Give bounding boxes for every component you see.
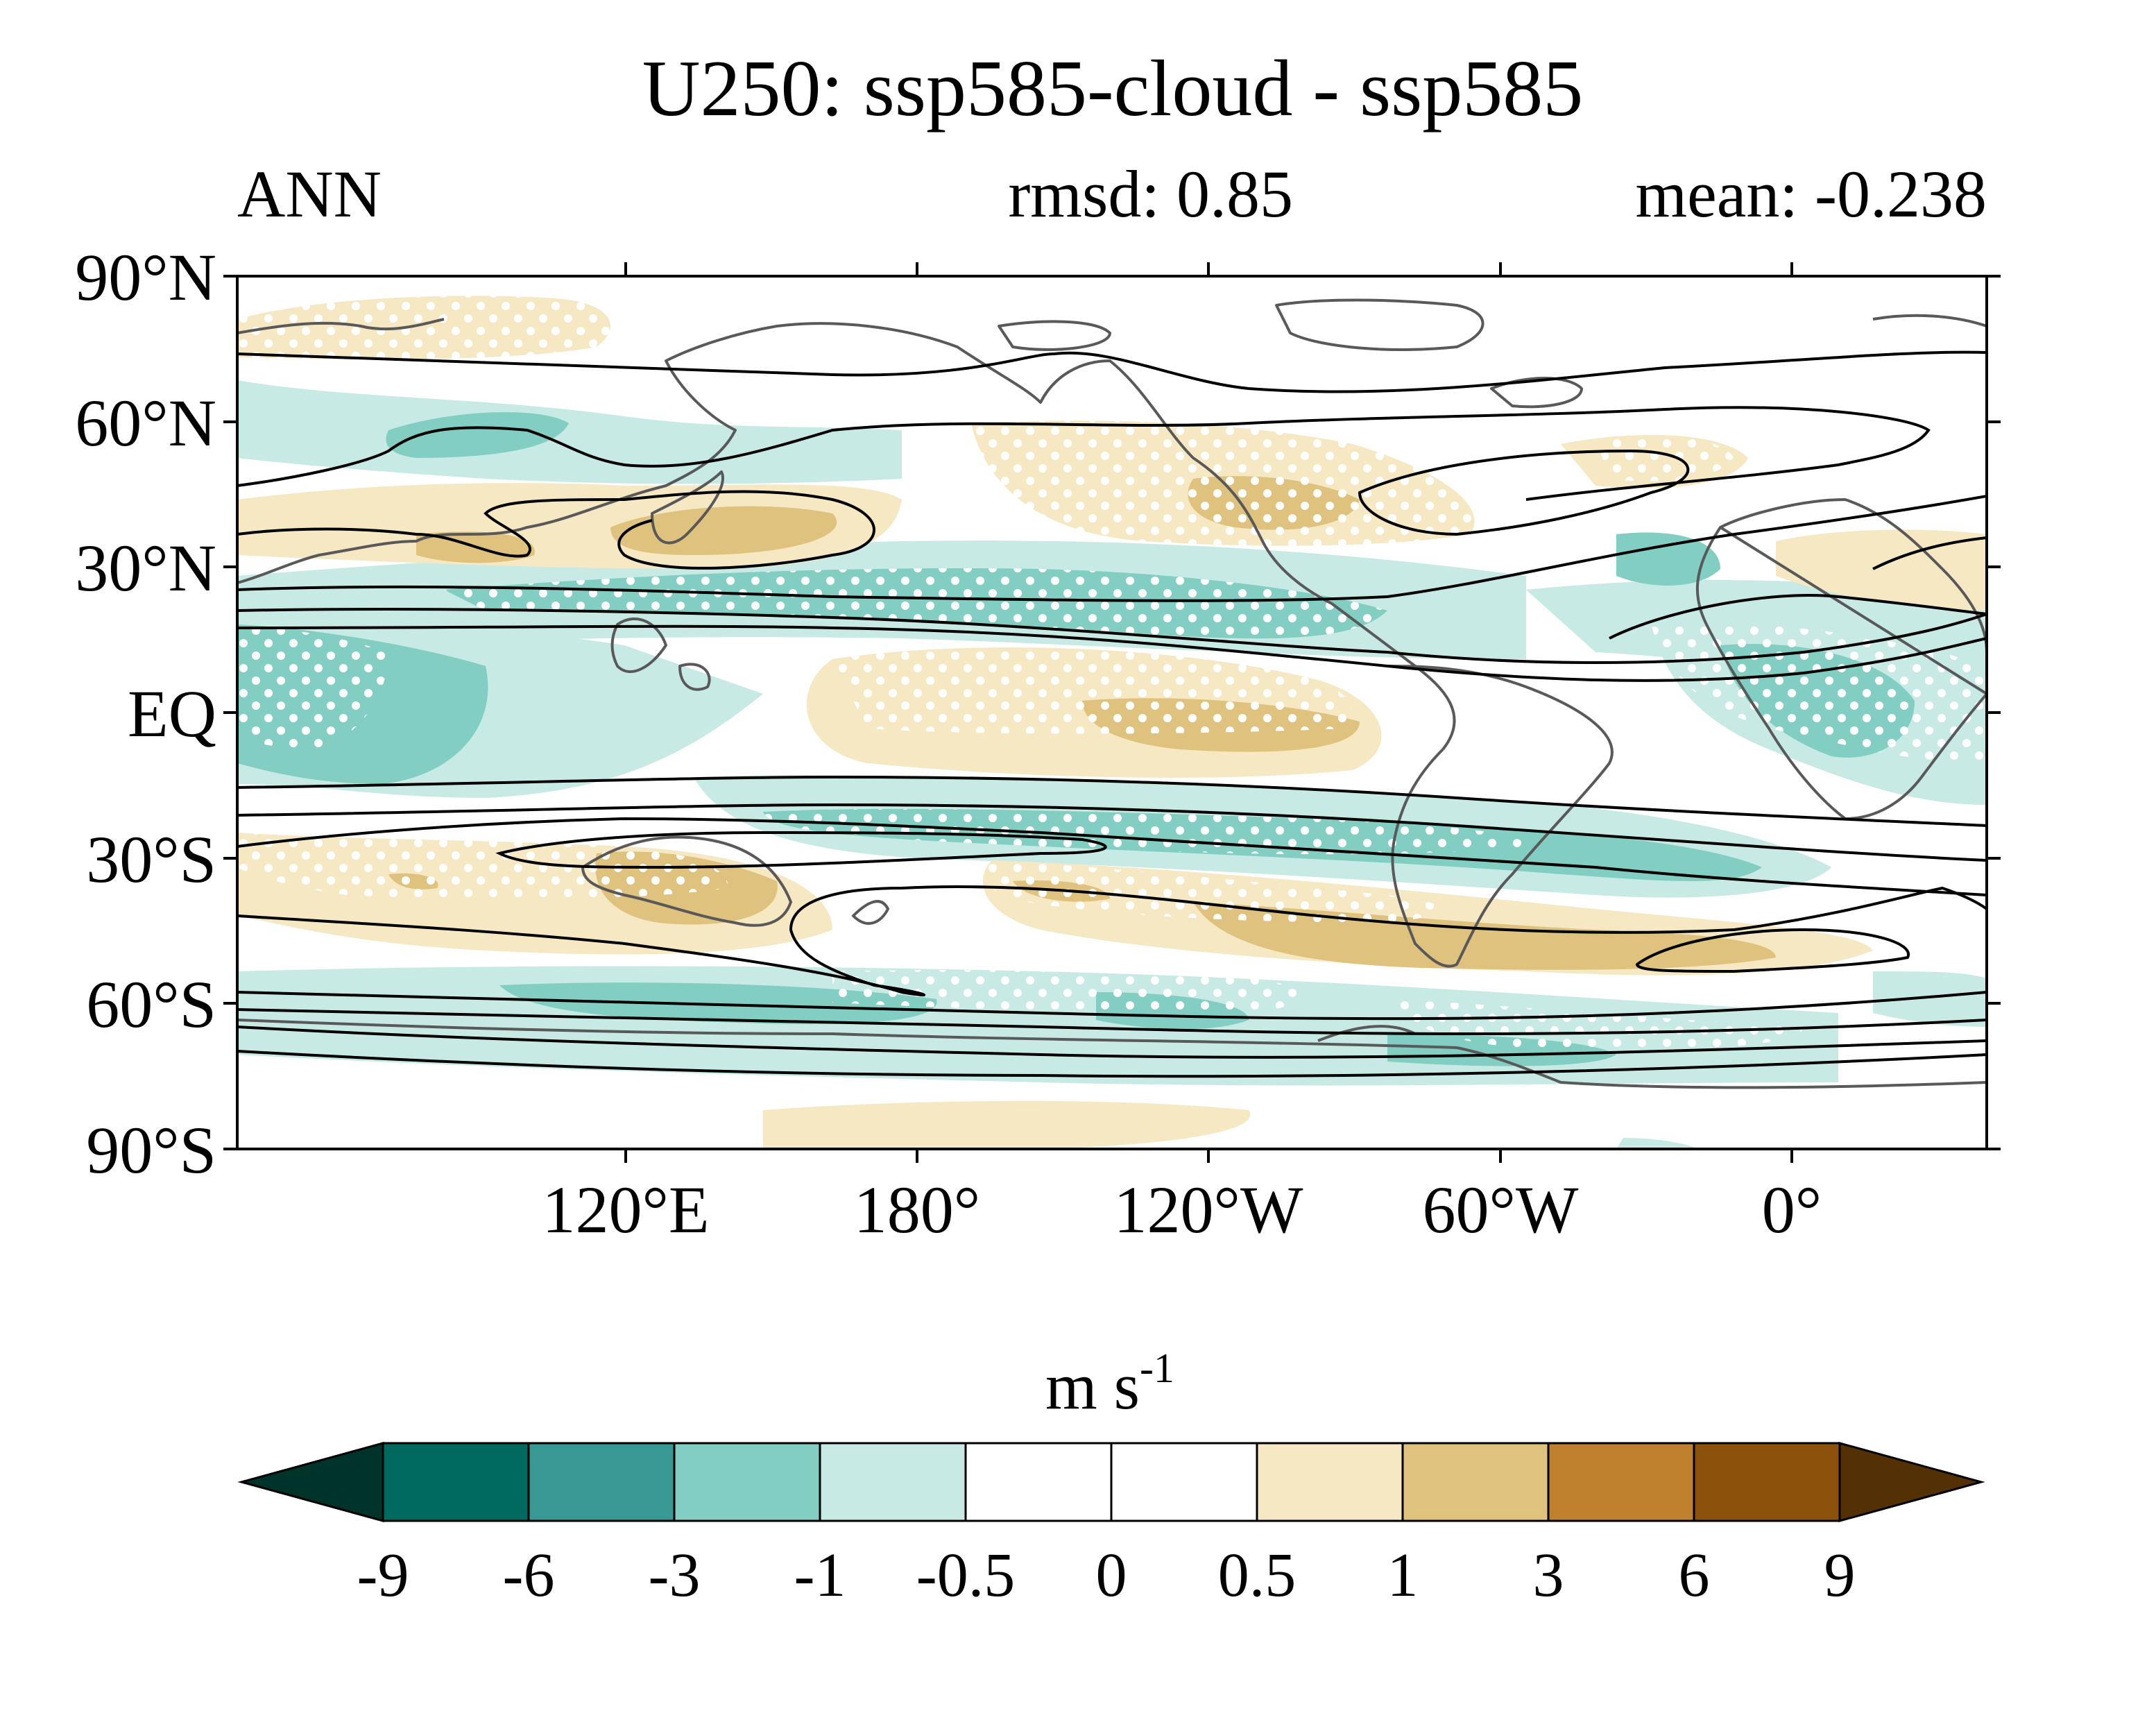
lat-labels: 90°N 60°N 30°N EQ 30°S 60°S 90°S: [75, 240, 216, 1187]
colorbar-tick-label: -0.5: [916, 1541, 1015, 1610]
colorbar-box: [382, 1442, 530, 1522]
lon-label-180: 180°: [854, 1173, 980, 1247]
season-label: ANN: [237, 157, 382, 231]
colorbar-box: [673, 1442, 821, 1522]
mean-label: mean: -0.238: [1635, 157, 1987, 231]
colorbar-tick-label: 1: [1387, 1541, 1419, 1610]
figure-title: U250: ssp585-cloud - ssp585: [642, 44, 1584, 133]
colorbar-unit: m s-1: [1045, 1345, 1174, 1423]
colorbar-box: [1256, 1442, 1404, 1522]
colorbar-tick-labels: -9 -6 -3 -1 -0.5 0 0.5 1 3 6 9: [357, 1541, 1856, 1610]
colorbar-box: [1693, 1442, 1841, 1522]
lon-label-60w: 60°W: [1423, 1173, 1579, 1247]
colorbar-box: [1401, 1442, 1550, 1522]
colorbar: m s-1 -9 -6 -3 -1 -0.5 0 0.5 1 3 6 9: [237, 1345, 1985, 1610]
colorbar-tick-label: -9: [357, 1541, 409, 1610]
colorbar-tick-label: 6: [1679, 1541, 1710, 1610]
colorbar-box: [1547, 1442, 1695, 1522]
lon-labels: 120°E 180° 120°W 60°W 0°: [542, 1173, 1822, 1247]
colorbar-box: [964, 1442, 1113, 1522]
map-panel: [237, 276, 1987, 1149]
colorbar-tick-label: 0.5: [1218, 1541, 1297, 1610]
map-ticks: [223, 262, 2001, 1163]
stippling: [237, 296, 1987, 1050]
colorbar-unit-exponent: -1: [1140, 1345, 1174, 1391]
colorbar-tick-label: -6: [503, 1541, 555, 1610]
lon-label-0: 0°: [1762, 1173, 1822, 1247]
colorbar-extend-high: [1838, 1442, 1985, 1522]
colorbar-tick-label: -3: [649, 1541, 701, 1610]
colorbar-tick-label: -1: [794, 1541, 846, 1610]
colorbar-tick-label: 3: [1533, 1541, 1564, 1610]
colorbar-extend-low: [237, 1442, 384, 1522]
colorbar-tick-label: 9: [1824, 1541, 1856, 1610]
lat-label-eq: EQ: [128, 676, 216, 751]
lon-label-120e: 120°E: [542, 1173, 709, 1247]
colorbar-unit-base: m s: [1045, 1349, 1140, 1423]
lat-label-90s: 90°S: [86, 1113, 216, 1187]
colorbar-tick-label: 0: [1096, 1541, 1127, 1610]
colorbar-boxes: [237, 1442, 1985, 1522]
lon-label-120w: 120°W: [1114, 1173, 1303, 1247]
colorbar-box: [527, 1442, 676, 1522]
colorbar-box: [819, 1442, 967, 1522]
lat-label-60s: 60°S: [86, 967, 216, 1041]
lat-label-30n: 30°N: [75, 531, 216, 605]
lat-label-90n: 90°N: [75, 240, 216, 314]
rmsd-label: rmsd: 0.85: [1008, 157, 1293, 231]
lat-label-30s: 30°S: [86, 822, 216, 896]
colorbar-box: [1110, 1442, 1258, 1522]
contours: [237, 350, 1987, 1078]
lat-label-60n: 60°N: [75, 386, 216, 460]
